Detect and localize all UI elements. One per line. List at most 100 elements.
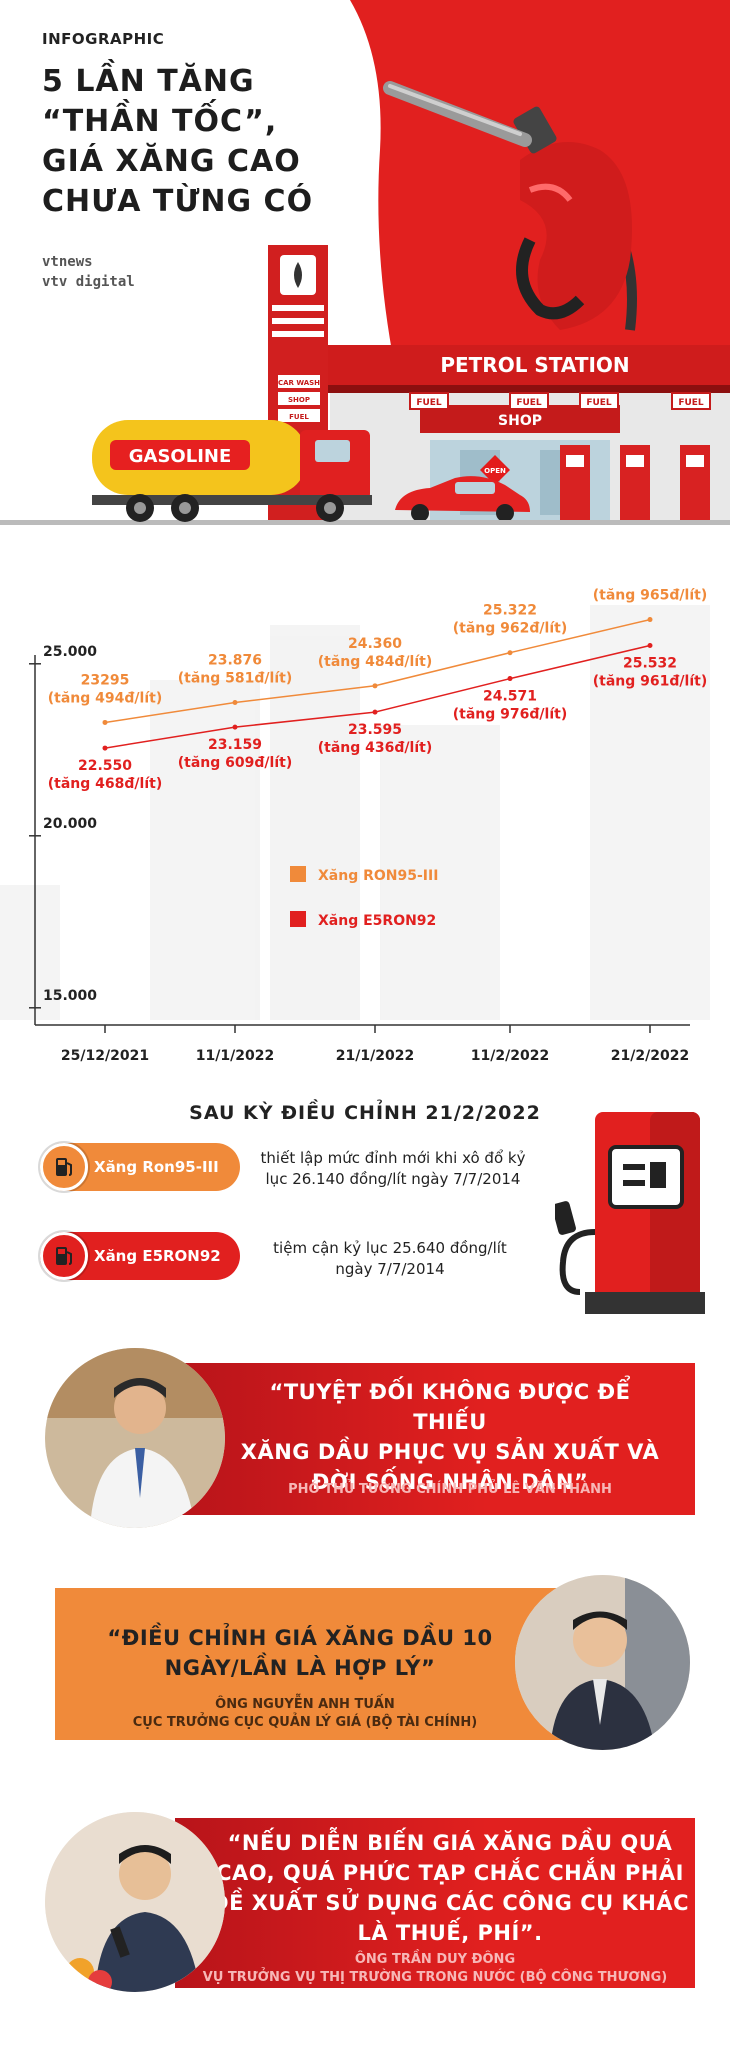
svg-text:FUEL: FUEL — [586, 398, 612, 408]
quote-text: “NẾU DIỄN BIẾN GIÁ XĂNG DẦU QUÁ CAO, QUÁ… — [205, 1828, 695, 1948]
quote-line: XĂNG DẦU PHỤC VỤ SẢN XUẤT VÀ — [240, 1440, 660, 1464]
avatar — [515, 1575, 690, 1750]
price-chart: 25.000 20.000 15.000 25/12/2021 11/1/2022 21/… — [0, 585, 710, 1064]
quote-author: PHÓ THỦ TƯỚNG CHÍNH PHỦ LÊ VĂN THÀNH — [215, 1481, 685, 1499]
chart-axes: 25.000 20.000 15.000 25/12/2021 11/1/2022 21/… — [29, 644, 690, 1064]
source-vtv-digital: vtv digital — [42, 274, 135, 290]
fuel-pump-icon — [40, 1143, 88, 1191]
change-label: (tăng 494đ/lít) — [48, 690, 162, 706]
chart-legend: Xăng RON95-III Xăng E5RON92 — [290, 866, 438, 929]
note-line: tiệm cận kỷ lục 25.640 đồng/lít — [273, 1239, 507, 1257]
legend-swatch — [290, 911, 306, 927]
value-label: 22.550 — [78, 758, 132, 774]
title-line: CHƯA TỪNG CÓ — [42, 184, 314, 219]
value-label: 23.876 — [208, 652, 262, 668]
fuel-signs: FUEL FUEL FUEL FUEL — [409, 392, 711, 410]
quote-text: “TUYỆT ĐỐI KHÔNG ĐƯỢC ĐỂ THIẾU XĂNG DẦU … — [230, 1377, 670, 1497]
title-line: “THẦN TỐC”, — [42, 104, 278, 139]
quote-line: ĐỀ XUẤT SỬ DỤNG CÁC CÔNG CỤ KHÁC — [210, 1891, 690, 1915]
fuel-badge-label: Xăng E5RON92 — [94, 1247, 221, 1265]
quote-line: “ĐIỀU CHỈNH GIÁ XĂNG DẦU 10 — [107, 1626, 493, 1650]
y-tick-label: 20.000 — [43, 816, 97, 832]
quote-card-1: “TUYỆT ĐỐI KHÔNG ĐƯỢC ĐỂ THIẾU XĂNG DẦU … — [175, 1363, 695, 1515]
x-tick-label: 21/2/2022 — [611, 1048, 689, 1064]
value-label: 25.532 — [623, 655, 677, 671]
petrol-station-illustration: PETROL STATION SHOP FUEL FUEL FUEL FUEL — [0, 81, 730, 525]
legend-label: Xăng E5RON92 — [318, 913, 436, 929]
value-label: 23.595 — [348, 722, 402, 738]
change-label: (tăng 468đ/lít) — [48, 776, 162, 792]
x-tick-label: 11/2/2022 — [471, 1048, 549, 1064]
note-line: thiết lập mức đỉnh mới khi xô đổ kỷ — [260, 1149, 526, 1167]
quote-text: “ĐIỀU CHỈNH GIÁ XĂNG DẦU 10 NGÀY/LẦN LÀ … — [95, 1623, 505, 1683]
tanker-truck-icon: GASOLINE — [92, 420, 372, 522]
quote-line: ĐỜI SỐNG NHÂN DÂN” — [311, 1470, 589, 1494]
fuel-badge-e5ron92: Xăng E5RON92 — [40, 1232, 240, 1280]
x-tick-label: 21/1/2022 — [336, 1048, 414, 1064]
change-label: (tăng 961đ/lít) — [593, 673, 707, 689]
author-line: ÔNG NGUYỄN ANH TUẤN — [215, 1697, 395, 1712]
svg-text:FUEL: FUEL — [678, 398, 704, 408]
data-point — [507, 676, 513, 682]
quote-line: “TUYỆT ĐỐI KHÔNG ĐƯỢC ĐỂ THIẾU — [269, 1380, 631, 1434]
legend-label: Xăng RON95-III — [318, 868, 438, 884]
quote-line: “NẾU DIỄN BIẾN GIÁ XĂNG DẦU QUÁ — [227, 1831, 673, 1855]
svg-text:FUEL: FUEL — [289, 413, 309, 421]
page-title: 5 LẦN TĂNG “THẦN TỐC”, GIÁ XĂNG CAO CHƯA… — [42, 62, 313, 222]
fuel-note-e5ron92: tiệm cận kỷ lục 25.640 đồng/lít ngày 7/7… — [255, 1238, 525, 1280]
data-point — [232, 724, 238, 730]
data-point — [102, 745, 108, 751]
station-sign: PETROL STATION — [440, 353, 629, 377]
x-tick-label: 11/1/2022 — [196, 1048, 274, 1064]
change-label: (tăng 581đ/lít) — [178, 670, 292, 686]
quote-line: NGÀY/LẦN LÀ HỢP LÝ” — [164, 1656, 436, 1680]
value-label: 23295 — [81, 672, 130, 688]
open-sign: OPEN — [484, 467, 506, 475]
source-vtnews: vtnews — [42, 254, 93, 270]
change-label: (tăng 976đ/lít) — [453, 707, 567, 723]
quote-line: LÀ THUẾ, PHÍ”. — [357, 1921, 543, 1945]
pump-row — [560, 445, 710, 520]
author-line: ÔNG TRẦN DUY ĐÔNG — [354, 1952, 516, 1967]
author-line: VỤ TRƯỞNG VỤ THỊ TRƯỜNG TRONG NƯỚC (BỘ C… — [202, 1970, 668, 1985]
quote-author: ÔNG NGUYỄN ANH TUẤN CỤC TRƯỞNG CỤC QUẢN … — [85, 1696, 525, 1732]
change-label: (tăng 609đ/lít) — [178, 755, 292, 771]
adjustment-title: SAU KỲ ĐIỀU CHỈNH 21/2/2022 — [189, 1102, 541, 1124]
chart-points — [102, 617, 653, 751]
infographic-tag: INFOGRAPHIC — [42, 30, 165, 48]
legend-swatch — [290, 866, 306, 882]
avatar — [45, 1348, 225, 1528]
quote-card-2: “ĐIỀU CHỈNH GIÁ XĂNG DẦU 10 NGÀY/LẦN LÀ … — [55, 1588, 575, 1740]
fuel-pump-icon — [40, 1232, 88, 1280]
data-point — [372, 683, 378, 689]
note-line: lục 26.140 đồng/lít ngày 7/7/2014 — [265, 1170, 521, 1188]
change-label: (tăng 962đ/lít) — [453, 621, 567, 637]
chart-data-labels: 23295 (tăng 494đ/lít) 23.876 (tăng 581đ/lít… — [48, 585, 707, 792]
y-tick-label: 15.000 — [43, 988, 97, 1004]
change-label: (tăng 436đ/lít) — [318, 740, 432, 756]
value-label: 23.159 — [208, 737, 262, 753]
shop-sign: SHOP — [498, 413, 542, 429]
author-line: CỤC TRƯỞNG CỤC QUẢN LÝ GIÁ (BỘ TÀI CHÍNH… — [132, 1715, 478, 1730]
fuel-nozzle-icon — [383, 81, 637, 331]
fuel-badge-ron95: Xăng Ron95-III — [40, 1143, 240, 1191]
person-portrait-icon — [515, 1575, 690, 1750]
quote-author: ÔNG TRẦN DUY ĐÔNG VỤ TRƯỞNG VỤ THỊ TRƯỜN… — [175, 1951, 695, 1987]
value-label: 24.571 — [483, 689, 537, 705]
avatar — [45, 1812, 225, 1992]
value-label: 24.360 — [348, 636, 402, 652]
value-label: 25.322 — [483, 603, 537, 619]
fuel-note-ron95: thiết lập mức đỉnh mới khi xô đổ kỷ lục … — [248, 1148, 538, 1190]
svg-text:SHOP: SHOP — [288, 396, 310, 404]
person-portrait-icon — [45, 1348, 225, 1528]
title-line: 5 LẦN TĂNG — [42, 64, 255, 99]
svg-text:FUEL: FUEL — [516, 398, 542, 408]
change-label: (tăng 484đ/lít) — [318, 654, 432, 670]
fuel-badge-label: Xăng Ron95-III — [94, 1158, 219, 1176]
source-credits: vtnews vtv digital — [42, 252, 135, 292]
truck-label: GASOLINE — [129, 446, 232, 467]
person-portrait-icon — [45, 1812, 225, 1992]
data-point — [647, 642, 653, 648]
y-tick-label: 25.000 — [43, 644, 97, 660]
car-icon — [395, 476, 530, 522]
